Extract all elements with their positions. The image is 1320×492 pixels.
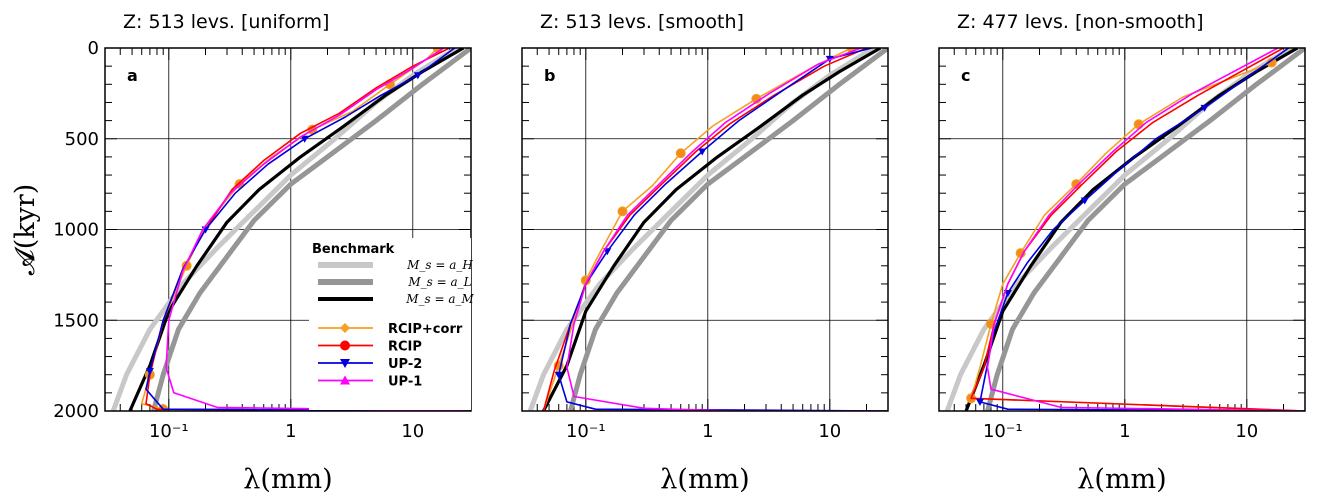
series-group [944, 48, 1305, 411]
y-tick-label: 1500 [53, 310, 99, 331]
x-tick-label: 10 [818, 421, 841, 442]
x-tick-label: 10⁻¹ [566, 421, 606, 442]
x-tick-label: 1 [702, 421, 713, 442]
legend-label: M_s = a_L [407, 275, 471, 289]
marker-point [413, 72, 422, 80]
marker-point [617, 206, 628, 217]
series-group [110, 48, 471, 411]
panel-c: Z: 477 levs. [non-smooth] c 10⁻¹ 1 10 λ(mm) [938, 11, 1306, 492]
plot-frame [521, 47, 889, 412]
legend-title: Benchmark [312, 242, 395, 257]
plot-frame [938, 47, 1306, 412]
marker-point [675, 148, 686, 159]
legend-label: RCIP [388, 340, 422, 355]
x-tick-label: 1 [285, 421, 296, 442]
panel-title: Z: 513 levs. [uniform] [123, 11, 329, 33]
y-tick-label: 1000 [53, 220, 99, 241]
y-axis-label: 𝓐(kyr) [10, 184, 41, 276]
panel-a: Z: 513 levs. [uniform] a 10⁻¹ 1 10 λ(mm) 0 500 1… [10, 11, 474, 492]
legend-marker [340, 323, 350, 333]
panel-label: a [127, 66, 138, 85]
y-tick-label: 0 [88, 38, 99, 59]
marker-point [975, 398, 984, 406]
series-line [145, 48, 471, 411]
series-line [964, 48, 1299, 411]
x-tick-label: 10 [401, 421, 424, 442]
x-axis-label: λ(mm) [243, 464, 332, 492]
series-line [568, 48, 888, 411]
plot-frame [104, 47, 472, 412]
marker-point [1133, 119, 1144, 130]
y-tick-label: 2000 [53, 401, 99, 422]
x-axis-label: λ(mm) [660, 464, 749, 492]
series-line [542, 48, 888, 411]
series-line [566, 48, 888, 411]
marker-point [1071, 179, 1082, 190]
x-tick-label: 1 [1119, 421, 1130, 442]
y-tick-label: 500 [65, 129, 99, 150]
x-axis-label: λ(mm) [1077, 464, 1166, 492]
series-line [970, 61, 1305, 411]
panel-label: c [961, 66, 970, 85]
legend: Benchmark M_s = a_H M_s = a_L M_s = a_M RCIP… [309, 238, 474, 410]
panel-b: Z: 513 levs. [smooth] b 10⁻¹ 1 10 λ(mm) [521, 11, 889, 492]
series-line [151, 48, 471, 411]
series-line [557, 48, 888, 411]
marker-point [145, 368, 154, 376]
panel-title: Z: 477 levs. [non-smooth] [957, 11, 1204, 33]
panel-label: b [544, 66, 555, 85]
x-tick-label: 10 [1235, 421, 1258, 442]
x-tick-label: 10⁻¹ [983, 421, 1023, 442]
legend-label: M_s = a_H [406, 258, 473, 272]
marker-point [698, 148, 707, 156]
marker-point [1200, 104, 1209, 112]
series-line [986, 48, 1305, 411]
legend-label: UP-2 [388, 357, 422, 372]
legend-label: RCIP+corr [388, 322, 463, 337]
series-line [985, 48, 1305, 411]
series-line [165, 48, 471, 411]
panel-title: Z: 513 levs. [smooth] [540, 11, 744, 33]
series-line [542, 48, 882, 411]
series-line [128, 48, 465, 411]
legend-label: UP-1 [388, 375, 422, 390]
legend-marker [340, 375, 350, 385]
marker-point [1080, 197, 1089, 205]
marker-point [300, 135, 309, 143]
legend-marker [340, 340, 350, 351]
series-group [527, 48, 888, 411]
legend-marker [340, 359, 350, 368]
marker-point [554, 371, 563, 379]
legend-label: M_s = a_M [405, 292, 474, 306]
x-tick-label: 10⁻¹ [149, 421, 189, 442]
series-line [970, 48, 1305, 411]
